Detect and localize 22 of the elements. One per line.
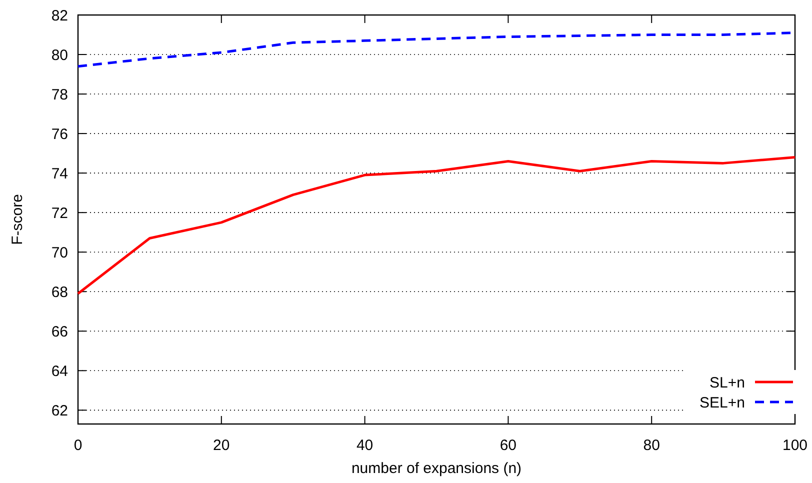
x-tick-label: 0 (74, 437, 82, 454)
y-tick-label: 64 (51, 362, 68, 380)
y-tick-label: 80 (51, 46, 68, 64)
x-tick-label: 80 (643, 437, 660, 454)
legend-label: SL+n (710, 374, 745, 392)
x-tick-label: 40 (356, 437, 374, 454)
x-tick-label: 60 (500, 437, 517, 454)
y-tick-label: 62 (51, 402, 68, 420)
y-tick-label: 68 (51, 284, 68, 301)
y-tick-label: 66 (51, 323, 68, 340)
x-tick-label: 20 (213, 437, 230, 454)
y-tick-label: 78 (51, 86, 68, 104)
y-tick-label: 74 (51, 165, 68, 182)
y-tick-label: 76 (51, 126, 68, 143)
x-tick-label: 100 (782, 437, 808, 454)
x-axis-title: number of expansions (n) (351, 460, 522, 477)
y-tick-label: 70 (51, 244, 68, 262)
line-series (76, 156, 796, 295)
y-axis-title: F-score (9, 194, 26, 245)
legend-label: SEL+n (700, 394, 745, 412)
y-tick-label: 72 (51, 204, 68, 222)
y-tick-label: 82 (51, 7, 68, 24)
